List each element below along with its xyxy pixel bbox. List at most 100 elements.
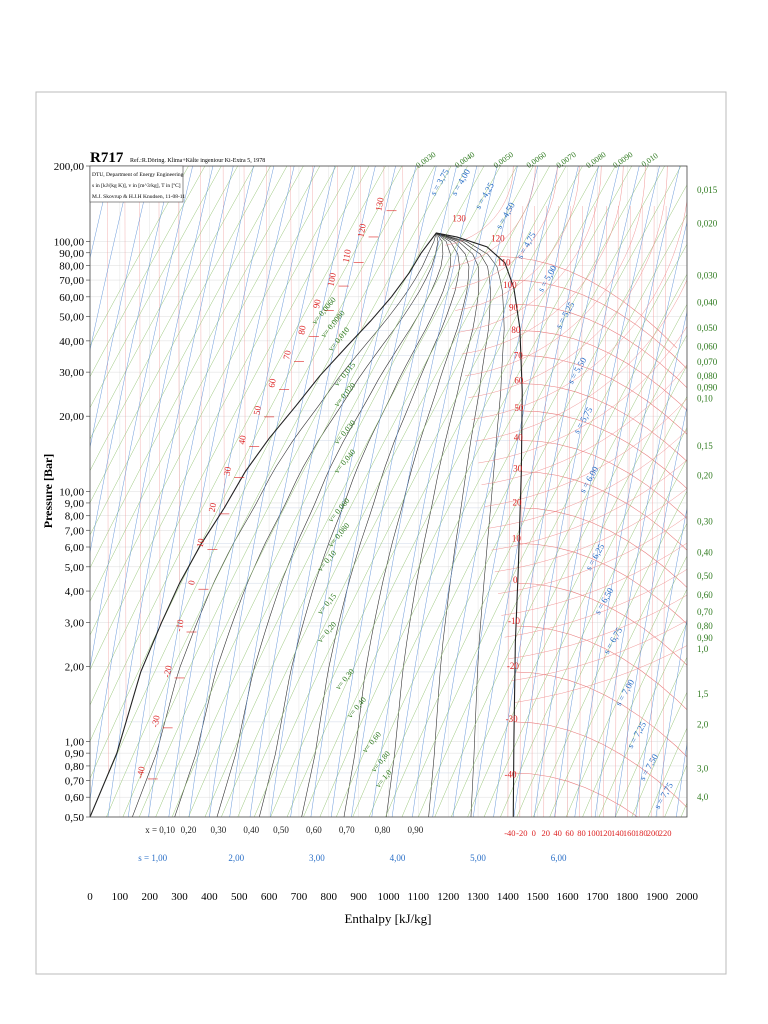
isotherm-liquid [200, 166, 202, 544]
isotherm-arc [458, 166, 602, 333]
isotherm-arc [484, 398, 687, 507]
y-tick-label: 0,50 [65, 812, 85, 824]
bottom-temperature-label: 100 [587, 828, 600, 838]
temperature-label: 110 [341, 248, 353, 263]
isotherm-arc [474, 279, 687, 442]
quality-label: 0,20 [181, 825, 197, 835]
volume-label-top: 0,0080 [584, 150, 607, 170]
isotherm-liquid [124, 166, 127, 722]
y-tick-label: 90,00 [59, 248, 84, 260]
isotherm-vertical [531, 205, 535, 817]
isentrope-line [290, 166, 417, 817]
volume-label-right: 3,0 [697, 764, 709, 774]
volume-label-right: 0,20 [697, 470, 713, 480]
quality-line [301, 232, 460, 817]
isotherm-superheated [519, 330, 687, 411]
isochore-line [90, 166, 419, 817]
saturation-dome [89, 232, 523, 818]
info-line-2: s in [kJ/(kg K)], v in [m^3/kg], T in [º… [92, 182, 181, 189]
isotherm-vertical [639, 205, 643, 817]
isochore-line [204, 166, 534, 817]
isentrope-line [676, 741, 687, 817]
bottom-temperature-label: -40 [504, 828, 515, 838]
bottom-temperature-label: 60 [565, 828, 574, 838]
isochore-line [90, 166, 271, 504]
y-tick-label: 1,00 [65, 737, 85, 749]
isochore-line [500, 427, 687, 817]
y-tick-label: 3,00 [65, 617, 85, 629]
temperature-label: 40 [514, 432, 524, 442]
y-tick-label: 2,00 [65, 661, 85, 673]
x-axis-title: Enthalpy [kJ/kg] [344, 911, 431, 926]
temperature-label: -10 [508, 616, 520, 626]
volume-label-right: 0,090 [697, 383, 718, 393]
temperature-label: 0 [513, 575, 518, 585]
isentrope-line [554, 166, 681, 817]
bottom-temperature-label: 140 [611, 828, 624, 838]
volume-label-right: 0,90 [697, 633, 713, 643]
temperature-label: 40 [237, 434, 248, 445]
entropy-label: s = 7,75 [652, 780, 675, 810]
temperature-label: 100 [326, 272, 338, 288]
isotherm-arc [507, 594, 687, 660]
x-tick-label: 1700 [586, 891, 609, 903]
axes: 200,00 100,0090,0080,00 70,00 60,00 50,00 40,… [54, 161, 699, 903]
isentrope-line [107, 166, 234, 817]
isentrope-line [90, 166, 153, 449]
isochore-line [106, 166, 435, 817]
isochore-line [418, 273, 687, 817]
isotherm-liquid [312, 166, 314, 384]
bottom-temperature-label: 180 [635, 828, 648, 838]
isochore-line [188, 166, 518, 817]
reference-text: Ref.:R.Döring. Klima+Kälte ingeniour Ki-… [130, 157, 265, 164]
isotherm-arc [511, 620, 687, 682]
quality-line [385, 232, 480, 817]
entropy-label: s = 5,50 [565, 355, 588, 385]
y-tick-label: 0,80 [65, 761, 85, 773]
isochore-line [582, 588, 687, 817]
volume-label: v= 0,060 [326, 496, 351, 524]
temperature-label: -30 [150, 714, 162, 728]
isotherm-arc [501, 542, 687, 616]
temperature-label: -10 [174, 618, 186, 632]
volume-label: v= 0,10 [316, 549, 339, 574]
quality-label: 0,90 [407, 825, 423, 835]
isotherm-arc [491, 459, 687, 551]
isotherm-superheated [522, 410, 687, 490]
temperature-label: 60 [514, 376, 524, 386]
volume-label-right: 0,040 [697, 297, 718, 307]
quality-label: 0,70 [339, 825, 355, 835]
isochore-line [286, 166, 616, 817]
entropy-label: s = 5,00 [536, 263, 559, 293]
isochore-line [253, 166, 583, 817]
y-tick-label: 0,70 [65, 775, 85, 787]
volume-label: v= 0,040 [332, 448, 357, 476]
isotherm-arc [481, 364, 687, 486]
isotherm-vertical [650, 205, 655, 817]
isentrope-line [90, 166, 133, 352]
temperature-label: -40 [135, 765, 147, 779]
y-tick-label: 8,00 [65, 511, 85, 523]
isotherm-superheated [520, 507, 687, 588]
temperature-label: 10 [512, 534, 522, 544]
volume-label-right: 0,050 [697, 323, 718, 333]
y-tick-label: 7,00 [65, 525, 85, 537]
temperature-label: 70 [281, 349, 292, 360]
volume-label-right: 0,80 [697, 621, 713, 631]
y-axis-title: Pressure [Bar] [41, 454, 55, 529]
y-tick-label: 4,00 [65, 586, 85, 598]
quality-line [343, 232, 470, 817]
property-curves [90, 166, 687, 817]
isotherm-superheated [521, 440, 687, 520]
x-tick-label: 1600 [557, 891, 580, 903]
isochore-line [565, 555, 687, 817]
x-tick-label: 300 [171, 891, 188, 903]
temperature-label: 130 [373, 196, 385, 212]
isotherm-superheated [520, 355, 687, 435]
isotherm-liquid [178, 166, 180, 584]
isochore-line [237, 166, 567, 817]
isotherm-vertical [519, 205, 524, 817]
isotherm-liquid [383, 166, 386, 305]
y-tick-label: 50,00 [59, 312, 84, 324]
